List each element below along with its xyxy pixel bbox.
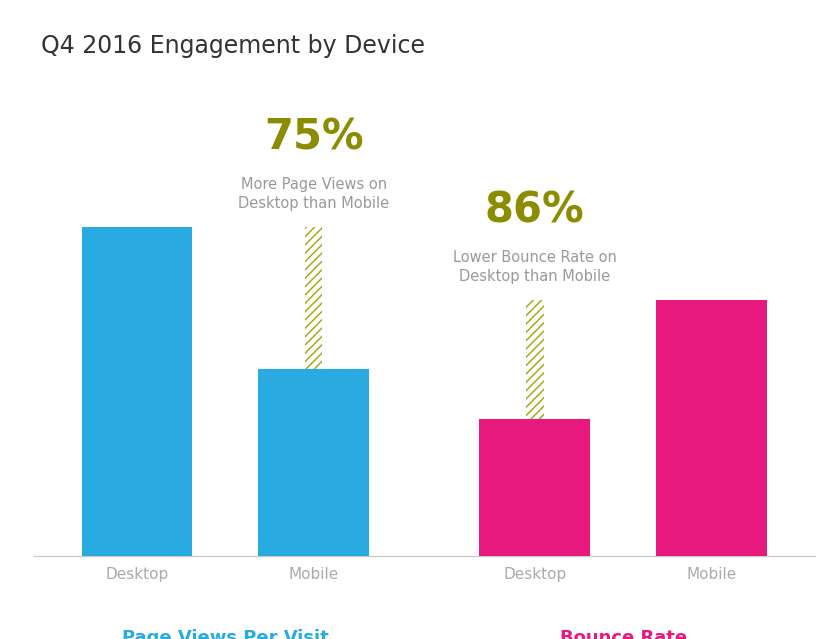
Bar — [259, 369, 369, 556]
Text: Page Views Per Visit: Page Views Per Visit — [122, 629, 328, 639]
Bar — [480, 419, 590, 556]
Text: Lower Bounce Rate on
Desktop than Mobile: Lower Bounce Rate on Desktop than Mobile — [453, 250, 617, 284]
Bar — [656, 300, 767, 556]
Bar — [526, 300, 543, 419]
Text: 86%: 86% — [485, 190, 585, 232]
Text: 75%: 75% — [264, 117, 364, 159]
Bar — [81, 227, 192, 556]
Text: Q4 2016 Engagement by Device: Q4 2016 Engagement by Device — [41, 33, 425, 58]
Text: Bounce Rate: Bounce Rate — [559, 629, 687, 639]
Text: More Page Views on
Desktop than Mobile: More Page Views on Desktop than Mobile — [238, 176, 389, 212]
Bar — [305, 227, 323, 369]
